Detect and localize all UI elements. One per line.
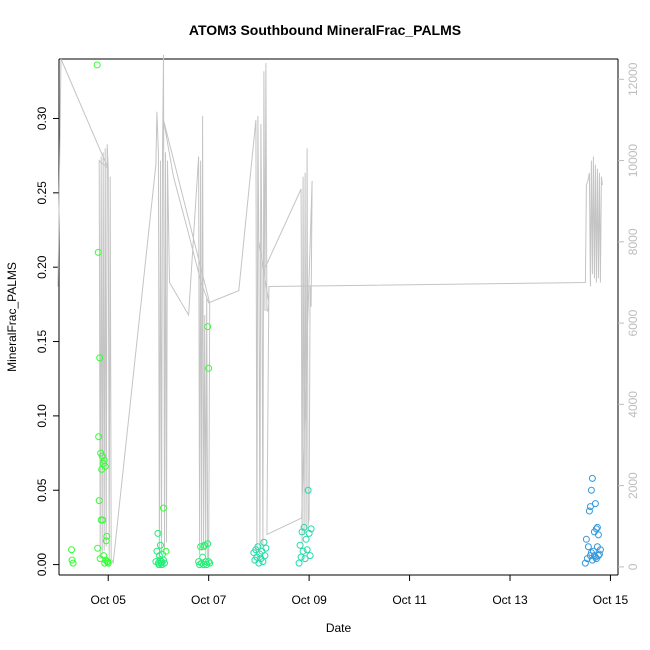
data-point (104, 559, 112, 567)
y-right-tick-label: 12000 (626, 62, 640, 96)
data-point (592, 525, 600, 533)
data-point (260, 538, 268, 546)
data-point (205, 364, 213, 372)
data-point (593, 543, 601, 551)
data-point (159, 556, 167, 564)
data-point (306, 552, 314, 560)
data-point (588, 474, 596, 482)
y-right-tick-label: 8000 (626, 228, 640, 255)
data-point (95, 433, 103, 441)
altitude-line (57, 54, 603, 565)
y-tick-label: 0.15 (35, 330, 49, 354)
y-right-tick-label: 0 (626, 563, 640, 570)
data-point (591, 500, 599, 508)
data-point (301, 555, 309, 563)
data-point (98, 452, 106, 460)
data-point (295, 559, 303, 567)
y-right-tick-label: 4000 (626, 391, 640, 418)
data-point (590, 552, 598, 560)
y-tick-label: 0.30 (35, 106, 49, 130)
y-right-tick-label: 6000 (626, 309, 640, 336)
x-tick-label: Oct 07 (191, 593, 227, 607)
data-point (69, 559, 77, 567)
axes-group (53, 58, 624, 581)
data-point (94, 248, 102, 256)
data-point (95, 497, 103, 505)
data-point (101, 462, 109, 470)
data-point (587, 486, 595, 494)
y-axis-title: MineralFrac_PALMS (5, 262, 19, 372)
altitude-line-group (57, 54, 603, 565)
x-tick-label: Oct 05 (91, 593, 127, 607)
data-point (298, 528, 306, 536)
data-point (202, 558, 210, 566)
y-tick-label: 0.05 (35, 478, 49, 502)
data-point (254, 543, 262, 551)
data-point (261, 552, 269, 560)
data-point (259, 558, 267, 566)
data-point (96, 354, 104, 362)
y-tick-label: 0.20 (35, 255, 49, 279)
data-point (99, 516, 107, 524)
chart-title: ATOM3 Southbound MineralFrac_PALMS (188, 22, 462, 38)
data-point (581, 559, 589, 567)
data-point (159, 504, 167, 512)
x-tick-label: Oct 13 (492, 593, 528, 607)
data-point (300, 523, 308, 531)
data-point (262, 544, 270, 552)
data-point (585, 507, 593, 515)
data-point (582, 535, 590, 543)
labels-group: 0.00 0.05 0.10 0.15 0.20 0.25 0.30 0 2000 4000 600… (5, 62, 640, 635)
data-point (304, 486, 312, 494)
data-point (160, 559, 168, 567)
data-point (205, 558, 213, 566)
data-point (584, 543, 592, 551)
x-axis-title: Date (326, 621, 352, 635)
data-point (156, 541, 164, 549)
y-tick-label: 0.00 (35, 553, 49, 577)
data-point (305, 529, 313, 537)
x-tick-label: Oct 15 (593, 593, 629, 607)
y-right-tick-label: 10000 (626, 144, 640, 178)
data-point (103, 532, 111, 540)
data-point (255, 559, 263, 567)
data-point (296, 541, 304, 549)
y-tick-label: 0.25 (35, 181, 49, 205)
data-point (197, 543, 205, 551)
data-point (204, 323, 212, 331)
data-point (206, 559, 214, 567)
data-point (204, 540, 212, 548)
data-point (589, 547, 597, 555)
data-point (196, 561, 204, 569)
y-tick-label: 0.10 (35, 404, 49, 428)
data-point (93, 61, 101, 69)
x-tick-label: Oct 11 (392, 593, 427, 607)
data-point (94, 544, 102, 552)
points-group (68, 61, 604, 569)
data-point (68, 556, 76, 564)
y-right-tick-label: 2000 (626, 472, 640, 499)
data-point (302, 535, 310, 543)
data-point (68, 546, 76, 554)
data-point (303, 546, 311, 554)
data-point (154, 529, 162, 537)
data-point (593, 523, 601, 531)
x-tick-label: Oct 09 (291, 593, 327, 607)
data-point (299, 547, 307, 555)
data-point (102, 537, 110, 545)
data-point (100, 552, 108, 560)
data-point (586, 503, 594, 511)
data-point (307, 525, 315, 533)
data-point (594, 552, 602, 560)
data-point (594, 531, 602, 539)
data-point (297, 553, 305, 561)
